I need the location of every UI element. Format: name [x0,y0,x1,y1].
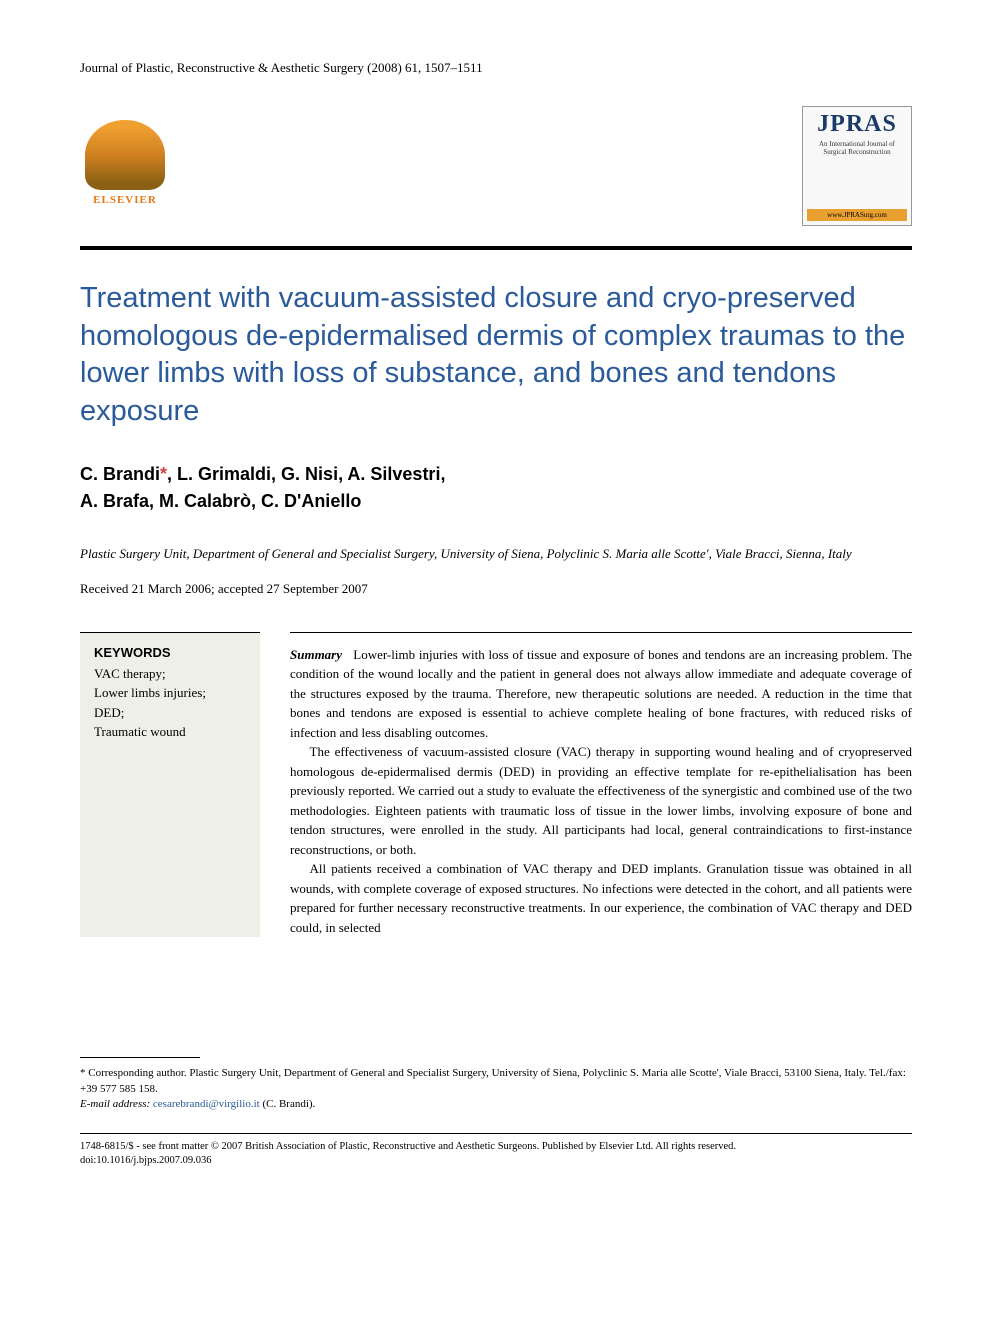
jpras-url: www.JPRASurg.com [807,209,907,221]
copyright-line1: 1748-6815/$ - see front matter © 2007 Br… [80,1140,912,1155]
summary-p3: All patients received a combination of V… [290,859,912,937]
summary-column: Summary Lower-limb injuries with loss of… [290,632,912,938]
copyright-block: 1748-6815/$ - see front matter © 2007 Br… [80,1140,912,1169]
jpras-subtitle: An International Journal of Surgical Rec… [807,140,907,157]
jpras-acronym: JPRAS [817,111,897,138]
keywords-box: KEYWORDS VAC therapy; Lower limbs injuri… [80,632,260,938]
footnote-rule [80,1057,200,1058]
footnote-email-line: E-mail address: cesarebrandi@virgilio.it… [80,1097,912,1112]
corresponding-star-icon: * [160,464,167,484]
footnote-text: * Corresponding author. Plastic Surgery … [80,1066,912,1097]
affiliation: Plastic Surgery Unit, Department of Gene… [80,545,912,563]
content-row: KEYWORDS VAC therapy; Lower limbs injuri… [80,632,912,938]
authors-list: C. Brandi*, L. Grimaldi, G. Nisi, A. Sil… [80,461,912,515]
article-dates: Received 21 March 2006; accepted 27 Sept… [80,581,912,597]
copyright-rule [80,1133,912,1134]
summary-p2: The effectiveness of vacuum-assisted clo… [290,742,912,859]
elsevier-label: ELSEVIER [93,194,157,206]
header-rule [80,246,912,250]
email-address: cesarebrandi@virgilio.it [153,1098,260,1110]
keywords-heading: KEYWORDS [94,645,246,660]
elsevier-logo: ELSEVIER [80,106,170,206]
logos-row: ELSEVIER JPRAS An International Journal … [80,106,912,226]
journal-citation: Journal of Plastic, Reconstructive & Aes… [80,60,912,76]
article-title: Treatment with vacuum-assisted closure a… [80,280,912,431]
email-label: E-mail address: [80,1098,150,1110]
copyright-doi: doi:10.1016/j.bjps.2007.09.036 [80,1154,912,1169]
summary-label: Summary [290,647,342,662]
summary-p1: Summary Lower-limb injuries with loss of… [290,645,912,743]
jpras-logo: JPRAS An International Journal of Surgic… [802,106,912,226]
corresponding-footnote: * Corresponding author. Plastic Surgery … [80,1066,912,1112]
keywords-list: VAC therapy; Lower limbs injuries; DED; … [94,664,246,742]
elsevier-tree-icon [85,120,165,190]
email-suffix: (C. Brandi). [262,1098,315,1110]
